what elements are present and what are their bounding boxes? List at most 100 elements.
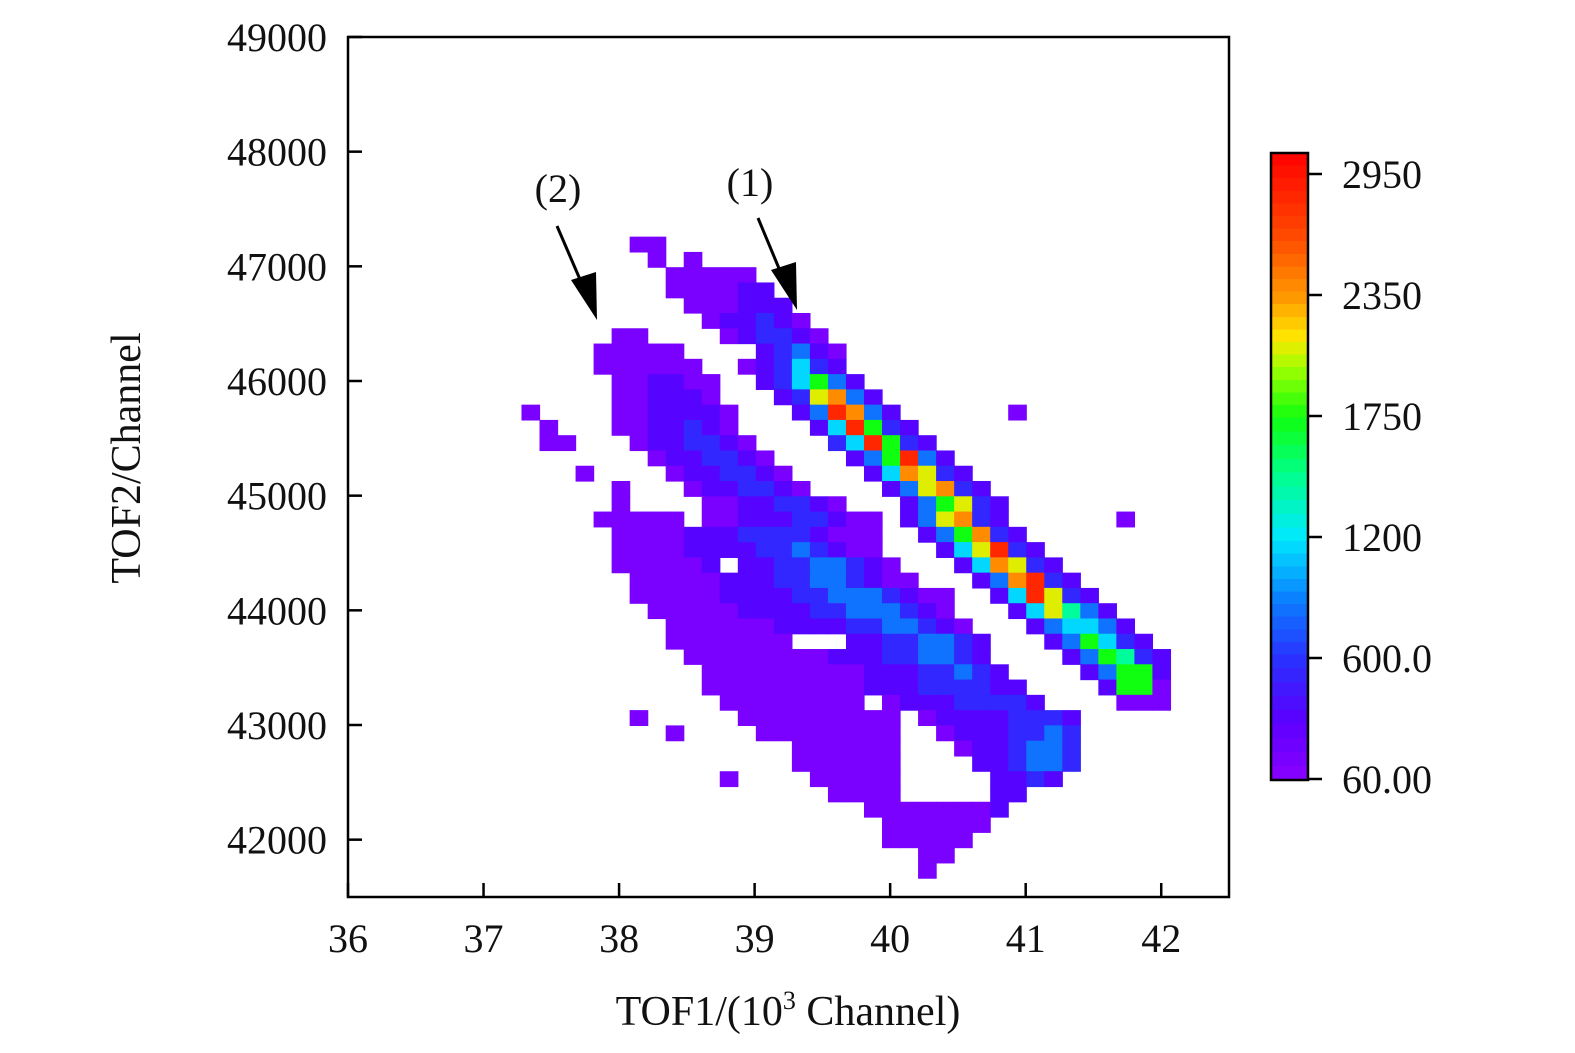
plot-frame xyxy=(346,35,1231,899)
heatmap-cell xyxy=(1044,633,1063,650)
colorbar xyxy=(1269,151,1310,782)
heatmap-cell xyxy=(900,496,919,513)
heatmap-cell xyxy=(791,526,811,543)
heatmap-cell xyxy=(1008,572,1027,589)
heatmap-cell xyxy=(755,725,775,742)
heatmap-cell xyxy=(665,267,685,284)
heatmap-cell xyxy=(683,435,703,452)
annotation-label-1: (1) xyxy=(727,160,774,205)
heatmap-cell xyxy=(900,572,919,589)
heatmap-cell xyxy=(719,496,739,513)
heatmap-cell xyxy=(647,358,667,375)
heatmap-cell xyxy=(791,587,811,604)
heatmap-cell xyxy=(990,511,1009,528)
heatmap-cell xyxy=(737,267,757,284)
y-tick-label: 45000 xyxy=(227,474,327,519)
heatmap-cell xyxy=(845,389,865,406)
heatmap-cell xyxy=(701,419,721,436)
heatmap-cell xyxy=(809,328,829,345)
heatmap-cell xyxy=(990,526,1009,543)
heatmap-cell xyxy=(701,618,721,635)
heatmap-cell xyxy=(972,481,991,497)
heatmap-cell xyxy=(845,572,865,589)
heatmap-cell xyxy=(719,603,739,620)
heatmap-cell xyxy=(990,587,1009,604)
heatmap-cell xyxy=(845,664,865,681)
heatmap-cell xyxy=(972,664,991,681)
heatmap-cell xyxy=(863,710,883,726)
heatmap-cell xyxy=(1008,587,1027,604)
heatmap-cell xyxy=(701,374,721,390)
heatmap-cell xyxy=(845,419,865,436)
heatmap-cell xyxy=(1116,633,1135,650)
heatmap-cells xyxy=(521,236,1172,879)
heatmap-cell xyxy=(629,236,649,253)
heatmap-cell xyxy=(683,557,703,574)
heatmap-cell xyxy=(773,649,793,665)
heatmap-cell xyxy=(1044,725,1063,742)
heatmap-cell xyxy=(954,817,973,833)
heatmap-cell xyxy=(845,755,865,772)
heatmap-cell xyxy=(1008,404,1027,421)
colorbar-tick-label: 1200 xyxy=(1342,515,1422,560)
heatmap-cell xyxy=(665,343,685,360)
heatmap-cell xyxy=(827,740,847,757)
heatmap-cell xyxy=(683,374,703,390)
heatmap-cell xyxy=(665,587,685,604)
heatmap-cell xyxy=(990,664,1009,681)
heatmap-cell xyxy=(1098,633,1117,650)
heatmap-cell xyxy=(918,649,937,665)
heatmap-cell xyxy=(936,664,955,681)
heatmap-cell xyxy=(737,603,757,620)
heatmap-cell xyxy=(791,603,811,620)
heatmap-cell xyxy=(1062,740,1081,757)
heatmap-cell xyxy=(845,511,865,528)
heatmap-cell xyxy=(755,358,775,375)
heatmap-cell xyxy=(845,694,865,711)
heatmap-cell xyxy=(882,481,901,497)
heatmap-cell xyxy=(809,710,829,726)
heatmap-cell xyxy=(683,572,703,589)
heatmap-cell xyxy=(1062,710,1081,726)
heatmap-cell xyxy=(863,740,883,757)
x-axis-ticks: 36 37 38 39 40 41 42 xyxy=(328,883,1181,961)
heatmap-cell xyxy=(1026,740,1045,757)
heatmap-cell xyxy=(882,664,901,681)
heatmap-cell xyxy=(611,419,631,436)
heatmap-cell xyxy=(845,618,865,635)
heatmap-cell xyxy=(827,419,847,436)
heatmap-cell xyxy=(1116,664,1135,681)
heatmap-cell xyxy=(683,481,703,497)
heatmap-cell xyxy=(809,343,829,360)
colorbar-tick-label: 600.0 xyxy=(1342,636,1432,681)
heatmap-cell xyxy=(845,771,865,788)
x-tick-label: 40 xyxy=(870,916,910,961)
heatmap-cell xyxy=(882,786,901,803)
heatmap-cell xyxy=(629,511,649,528)
heatmap-cell xyxy=(737,481,757,497)
heatmap-cell xyxy=(755,694,775,711)
heatmap-cell xyxy=(936,587,955,604)
heatmap-cell xyxy=(647,542,667,558)
heatmap-cell xyxy=(755,603,775,620)
heatmap-cell xyxy=(737,465,757,482)
heatmap-cell xyxy=(845,374,865,390)
heatmap-cell xyxy=(954,832,973,849)
heatmap-cell xyxy=(611,496,631,513)
heatmap-cell xyxy=(1044,587,1063,604)
heatmap-cell xyxy=(827,358,847,375)
heatmap-cell xyxy=(629,435,649,452)
heatmap-cell xyxy=(863,572,883,589)
heatmap-cell xyxy=(954,633,973,650)
x-axis-title-main: TOF1/(10 xyxy=(616,989,783,1035)
heatmap-cell xyxy=(737,679,757,696)
heatmap-cell xyxy=(737,649,757,665)
heatmap-cell xyxy=(900,832,919,849)
heatmap-cell xyxy=(990,679,1009,696)
heatmap-cell xyxy=(737,710,757,726)
heatmap-cell xyxy=(972,633,991,650)
annotation-label-2: (2) xyxy=(535,166,582,211)
x-tick-label: 37 xyxy=(464,916,504,961)
heatmap-cell xyxy=(845,435,865,452)
heatmap-cell xyxy=(791,542,811,558)
